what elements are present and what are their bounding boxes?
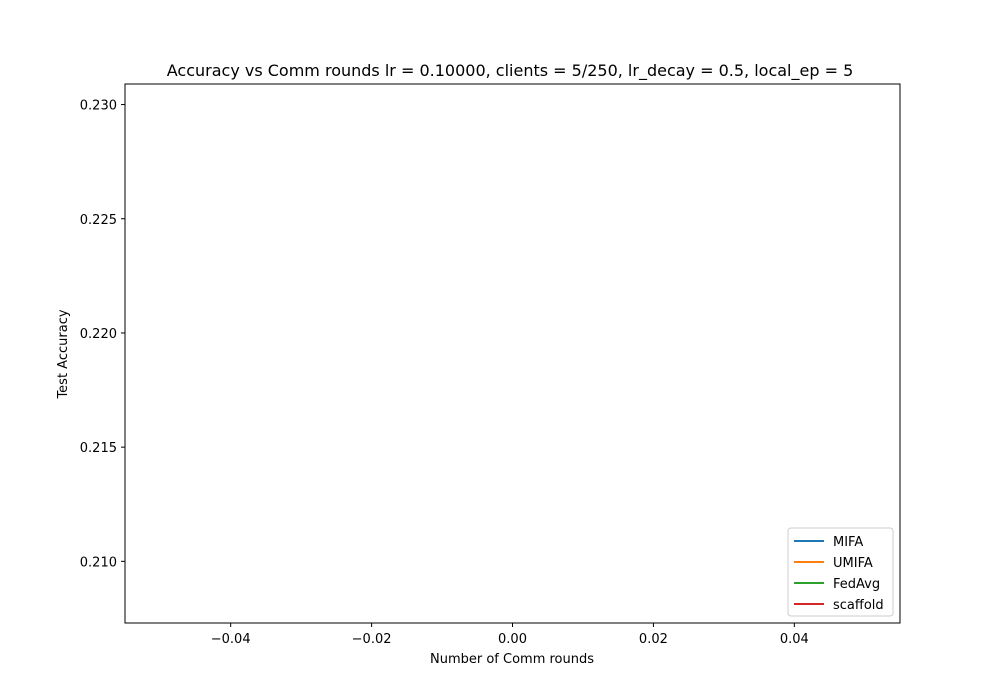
x-tick-label: −0.04	[211, 632, 251, 647]
y-tick-label: 0.220	[80, 327, 117, 342]
x-axis-label: Number of Comm rounds	[430, 652, 594, 667]
legend-box	[787, 527, 894, 617]
y-tick-label: 0.230	[80, 99, 117, 114]
y-tick-label: 0.210	[80, 555, 117, 570]
x-tick-label: 0.02	[639, 632, 668, 647]
chart-title: Accuracy vs Comm rounds lr = 0.10000, cl…	[167, 61, 854, 81]
x-tick-label: 0.00	[498, 632, 527, 647]
y-axis-label: Test Accuracy	[56, 309, 71, 399]
legend-label: scaffold	[833, 598, 884, 613]
legend-label: FedAvg	[833, 577, 880, 592]
x-tick-label: 0.04	[780, 632, 809, 647]
y-axis-ticks: 0.210 0.215 0.220 0.225 0.230	[80, 99, 125, 570]
x-axis-ticks: −0.04 −0.02 0.00 0.02 0.04	[211, 623, 809, 647]
legend-label: MIFA	[833, 535, 863, 550]
x-tick-label: −0.02	[352, 632, 392, 647]
legend: MIFA UMIFA FedAvg scaffold	[787, 527, 894, 617]
legend-label: UMIFA	[833, 556, 873, 571]
y-tick-label: 0.225	[80, 213, 117, 228]
y-tick-label: 0.215	[80, 441, 117, 456]
plot-area	[125, 84, 900, 623]
